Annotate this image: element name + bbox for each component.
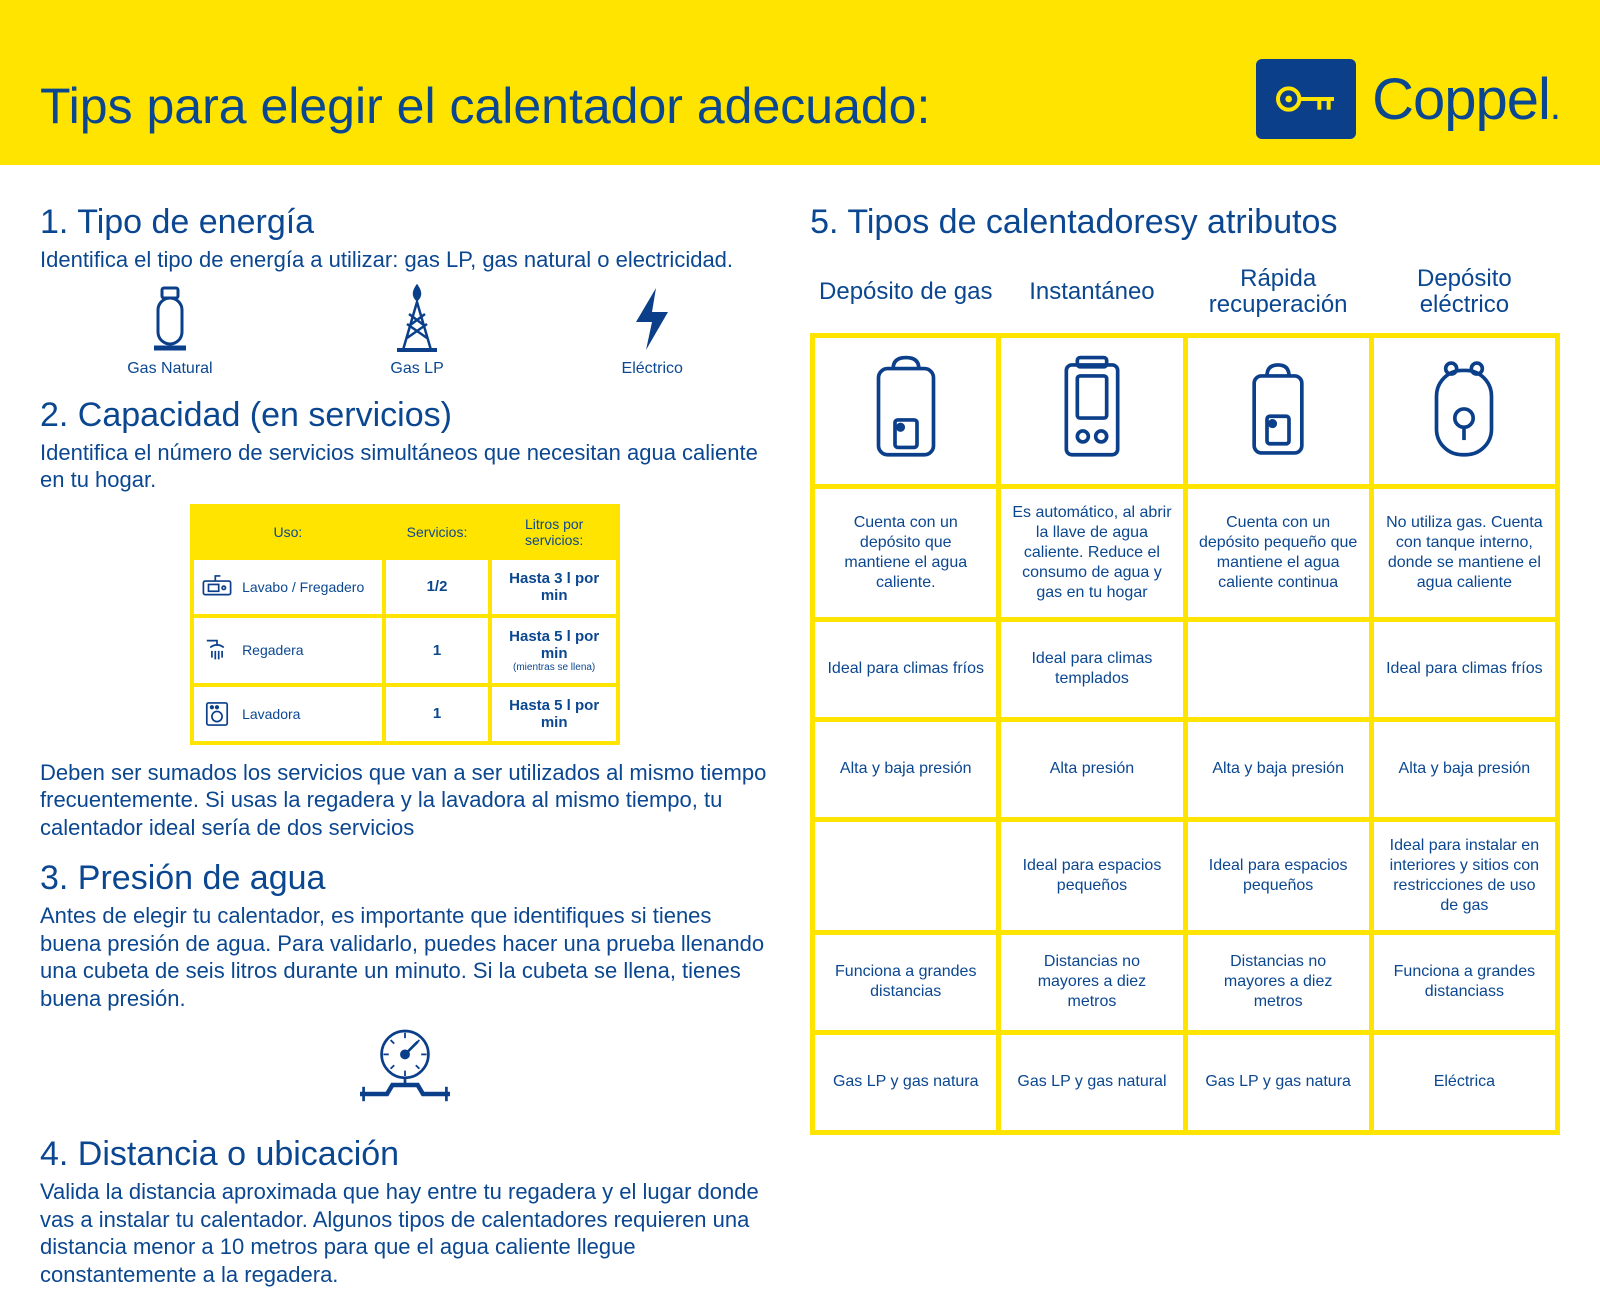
cell	[813, 819, 999, 932]
cap-lps: Hasta 3 l por min	[509, 570, 599, 604]
cap-header-serv: Servicios:	[384, 506, 491, 558]
sink-icon	[200, 572, 234, 602]
cell	[1185, 619, 1371, 719]
energy-gas-natural: Gas Natural	[127, 284, 212, 378]
cell: Distancias no mayores a diez metros	[999, 932, 1185, 1032]
cell: Alta y baja presión	[813, 719, 999, 819]
cap-header-lps: Litros por servicios:	[490, 506, 618, 558]
cap-serv: 1	[433, 642, 441, 659]
energy-label: Eléctrico	[622, 360, 683, 378]
cell: Ideal para espacios pequeños	[1185, 819, 1371, 932]
header-banner: Tips para elegir el calentador adecuado:…	[0, 0, 1600, 165]
left-column: 1. Tipo de energía Identifica el tipo de…	[40, 185, 770, 1298]
heater-rapida-icon	[1185, 335, 1371, 486]
pressure-gauge-icon	[350, 1022, 460, 1112]
table-row: Funciona a grandes distancias Distancias…	[813, 932, 1558, 1032]
col-header: Depósito de gas	[813, 252, 999, 335]
col-header: Instantáneo	[999, 252, 1185, 335]
table-row: Lavadora 1 Hasta 5 l por min	[192, 685, 618, 743]
tip2-desc: Identifica el número de servicios simult…	[40, 439, 770, 494]
cell: Eléctrica	[1371, 1032, 1557, 1132]
tip3-title: 3. Presión de agua	[40, 859, 770, 898]
tip1-title: 1. Tipo de energía	[40, 203, 770, 242]
cell: Gas LP y gas natura	[1185, 1032, 1371, 1132]
right-column: 5. Tipos de calentadoresy atributos Depó…	[810, 185, 1560, 1298]
cell: Cuenta con un depósito pequeño que manti…	[1185, 486, 1371, 619]
washer-icon	[200, 699, 234, 729]
brand-name: Coppel.	[1372, 66, 1560, 133]
cell: Es automático, al abrir la llave de agua…	[999, 486, 1185, 619]
energy-label: Gas Natural	[127, 360, 212, 378]
energy-gas-lp: Gas LP	[387, 284, 447, 378]
cell: Cuenta con un depósito que mantiene el a…	[813, 486, 999, 619]
table-row: Ideal para espacios pequeños Ideal para …	[813, 819, 1558, 932]
tip2-footer: Deben ser sumados los servicios que van …	[40, 759, 770, 842]
content-area: 1. Tipo de energía Identifica el tipo de…	[0, 165, 1600, 1298]
tip4-title: 4. Distancia o ubicación	[40, 1135, 770, 1174]
energy-row: Gas Natural Gas LP Elé	[40, 284, 770, 378]
cap-serv: 1/2	[427, 578, 448, 595]
cell: No utiliza gas. Cuenta con tanque intern…	[1371, 486, 1557, 619]
page-title: Tips para elegir el calentador adecuado:	[40, 77, 930, 135]
capacity-table: Uso: Servicios: Litros por servicios: La…	[190, 504, 620, 745]
cell: Alta y baja presión	[1185, 719, 1371, 819]
col-header: Depósito eléctrico	[1371, 252, 1557, 335]
cap-note: (mientras se llena)	[498, 662, 610, 673]
cell: Gas LP y gas natura	[813, 1032, 999, 1132]
bolt-icon	[622, 284, 682, 354]
table-row: Lavabo / Fregadero 1/2 Hasta 3 l por min	[192, 558, 618, 616]
heater-deposito-gas-icon	[813, 335, 999, 486]
cell: Distancias no mayores a diez metros	[1185, 932, 1371, 1032]
cap-lps: Hasta 5 l por min	[509, 628, 599, 662]
cap-lps: Hasta 5 l por min	[509, 697, 599, 731]
brand-block: Coppel.	[1256, 59, 1560, 139]
cell: Alta y baja presión	[1371, 719, 1557, 819]
shower-icon	[200, 635, 234, 665]
key-icon	[1271, 79, 1341, 119]
heater-instantaneo-icon	[999, 335, 1185, 486]
cell: Ideal para climas fríos	[1371, 619, 1557, 719]
cap-use-label: Lavadora	[242, 706, 300, 722]
tip2-title: 2. Capacidad (en servicios)	[40, 396, 770, 435]
heater-images-row	[813, 335, 1558, 486]
gas-tank-icon	[140, 284, 200, 354]
brand-badge	[1256, 59, 1356, 139]
table-row: Gas LP y gas natura Gas LP y gas natural…	[813, 1032, 1558, 1132]
tip3-desc: Antes de elegir tu calentador, es import…	[40, 902, 770, 1012]
types-table: Depósito de gas Instantáneo Rápida recup…	[810, 252, 1560, 1135]
cap-serv: 1	[433, 705, 441, 722]
col-header: Rápida recuperación	[1185, 252, 1371, 335]
cell: Ideal para instalar en interiores y siti…	[1371, 819, 1557, 932]
tip5-title: 5. Tipos de calentadoresy atributos	[810, 203, 1560, 242]
cell: Funciona a grandes distanciass	[1371, 932, 1557, 1032]
tip4-desc: Valida la distancia aproximada que hay e…	[40, 1178, 770, 1288]
energy-label: Gas LP	[390, 360, 443, 378]
cap-use-label: Lavabo / Fregadero	[242, 579, 364, 595]
cell: Ideal para espacios pequeños	[999, 819, 1185, 932]
cell: Ideal para climas templados	[999, 619, 1185, 719]
gas-tower-icon	[387, 284, 447, 354]
cell: Ideal para climas fríos	[813, 619, 999, 719]
table-row: Cuenta con un depósito que mantiene el a…	[813, 486, 1558, 619]
gauge-wrap	[40, 1022, 770, 1117]
cap-header-use: Uso:	[192, 506, 384, 558]
table-row: Alta y baja presión Alta presión Alta y …	[813, 719, 1558, 819]
table-row: Regadera 1 Hasta 5 l por min(mientras se…	[192, 616, 618, 685]
heater-electrico-icon	[1371, 335, 1557, 486]
cell: Funciona a grandes distancias	[813, 932, 999, 1032]
energy-electric: Eléctrico	[622, 284, 683, 378]
cap-use-label: Regadera	[242, 642, 304, 658]
cell: Gas LP y gas natural	[999, 1032, 1185, 1132]
cell: Alta presión	[999, 719, 1185, 819]
tip1-desc: Identifica el tipo de energía a utilizar…	[40, 246, 770, 274]
table-row: Ideal para climas fríos Ideal para clima…	[813, 619, 1558, 719]
